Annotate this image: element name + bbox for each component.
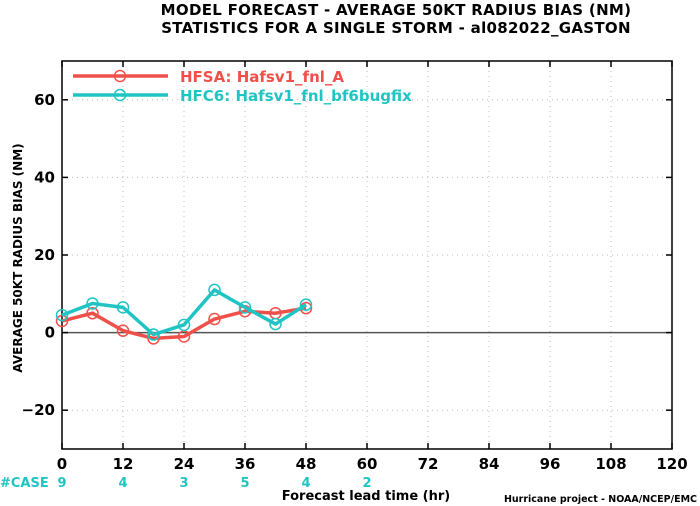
data-point	[238, 301, 252, 314]
y-tick-label: 60	[34, 91, 55, 109]
legend-item: HFSA: Hafsv1_fnl_A	[73, 68, 344, 86]
series-layer	[55, 283, 313, 345]
data-point	[116, 324, 130, 337]
x-axis-label: Forecast lead time (hr)	[282, 489, 450, 504]
grid	[62, 61, 672, 449]
x-tick-label: 72	[418, 455, 439, 473]
legend-marker	[113, 88, 127, 102]
y-axis: −20 0 20 40 60	[22, 91, 672, 419]
series-1	[55, 301, 313, 345]
y-tick-label: 40	[34, 168, 55, 186]
data-point	[177, 318, 191, 332]
data-point	[208, 312, 221, 326]
credit-text: Hurricane project - NOAA/NCEP/EMC	[504, 494, 697, 505]
legend-label: HFC6: Hafsv1_fnl_bf6bugfix	[180, 87, 412, 105]
data-point	[269, 317, 282, 331]
case-counts: #CASE 9 4 3 5 4 2	[0, 476, 372, 491]
x-tick-label: 60	[357, 455, 378, 473]
x-tick-label: 108	[595, 455, 626, 473]
series-2	[55, 283, 313, 341]
series-line	[61, 288, 307, 337]
y-tick-label: 0	[45, 324, 55, 342]
case-count: 5	[240, 476, 249, 491]
y-tick-label: 20	[34, 246, 55, 264]
data-point	[208, 283, 221, 297]
case-count: 3	[179, 476, 188, 491]
data-point	[86, 306, 99, 320]
data-point	[55, 308, 69, 322]
y-axis-label: AVERAGE 50KT RADIUS BIAS (NM)	[11, 143, 25, 372]
y-tick-label: −20	[22, 401, 55, 419]
case-count: 4	[118, 476, 127, 491]
case-label: #CASE	[0, 476, 49, 491]
x-tick-label: 48	[296, 455, 317, 473]
data-point	[86, 297, 99, 310]
case-count: 2	[362, 476, 371, 491]
x-tick-label: 0	[57, 455, 67, 473]
chart-title-line-2: STATISTICS FOR A SINGLE STORM - al082022…	[161, 19, 631, 37]
data-point	[147, 328, 160, 341]
legend-marker	[113, 69, 127, 83]
x-tick-label: 96	[540, 455, 561, 473]
case-count: 4	[301, 476, 310, 491]
series-line	[61, 306, 307, 341]
data-point	[116, 301, 130, 314]
legend-label: HFSA: Hafsv1_fnl_A	[180, 68, 344, 86]
x-tick-label: 120	[656, 455, 687, 473]
data-point	[55, 314, 69, 328]
case-count: 9	[57, 476, 66, 491]
x-tick-label: 84	[479, 455, 500, 473]
chart-title-line-1: MODEL FORECAST - AVERAGE 50KT RADIUS BIA…	[161, 1, 632, 19]
legend-item: HFC6: Hafsv1_fnl_bf6bugfix	[73, 87, 412, 105]
x-tick-label: 24	[174, 455, 195, 473]
data-point	[299, 298, 313, 311]
x-tick-label: 12	[113, 455, 134, 473]
x-tick-label: 36	[235, 455, 256, 473]
x-axis: 0 12 24 36 48 60 72 84 96 108 120	[57, 61, 688, 473]
